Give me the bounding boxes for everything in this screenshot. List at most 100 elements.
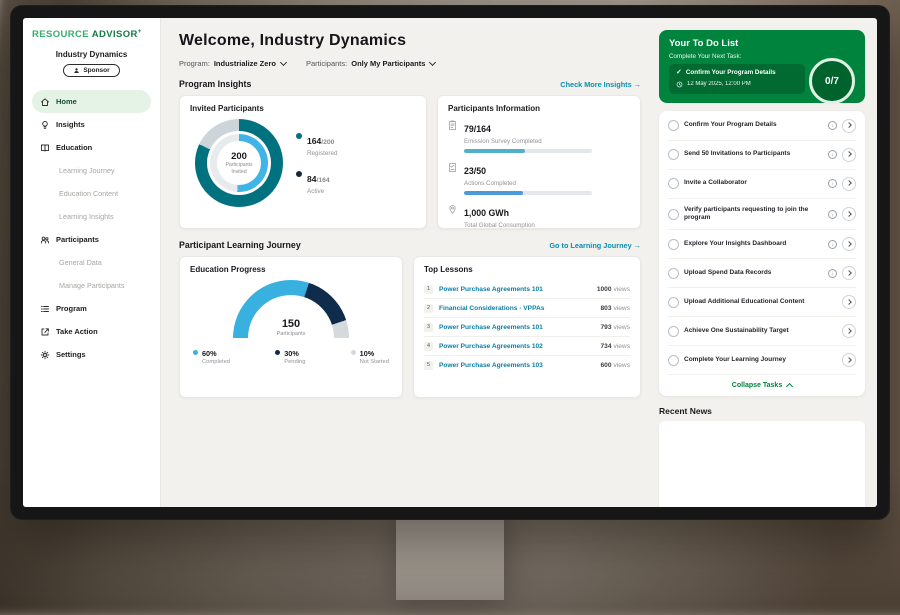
checkbox-icon[interactable] — [668, 178, 679, 190]
info-icon[interactable] — [828, 150, 837, 160]
lesson-link[interactable]: Power Purchase Agreements 101 — [439, 323, 543, 331]
gear-icon — [40, 350, 50, 360]
lesson-item[interactable]: 1 Power Purchase Agreements 101 1000 view… — [424, 280, 630, 299]
legend-value: 164 — [307, 136, 322, 146]
stat-value: 79/164 — [464, 124, 491, 134]
legend-total: /200 — [321, 139, 335, 146]
program-filter[interactable]: Program: Industrialize Zero — [179, 58, 287, 68]
participants-information-card: Participants Information 79/164 Emission… — [437, 95, 641, 229]
checkbox-icon[interactable] — [668, 238, 679, 250]
gauge-legend: 60% Completed 30% Pending — [190, 349, 392, 365]
lesson-link[interactable]: Power Purchase Agreements 102 — [439, 342, 543, 350]
chevron-right-icon[interactable] — [842, 176, 856, 191]
sidebar-item-education[interactable]: Education — [32, 136, 151, 159]
todo-progress-ring: 0/7 — [809, 58, 855, 104]
lesson-rank: 5 — [424, 360, 433, 370]
lesson-link[interactable]: Power Purchase Agreements 101 — [439, 285, 543, 293]
page-title: Welcome, Industry Dynamics — [179, 32, 407, 49]
monitor-bezel: RESOURCE ADVISOR+ Industry Dynamics Spon… — [10, 5, 890, 520]
sidebar-item-home[interactable]: Home — [32, 90, 151, 114]
task-item-complete-learning-journey[interactable]: Complete Your Learning Journey — [668, 346, 856, 376]
sidebar-item-label: Education Content — [59, 189, 119, 199]
sidebar-item-label: Take Action — [56, 327, 98, 337]
lesson-link[interactable]: Financial Considerations - VPPAs — [439, 304, 545, 312]
sidebar-item-manage-participants[interactable]: Manage Participants — [32, 274, 151, 297]
checkbox-icon[interactable] — [668, 354, 679, 366]
sidebar-item-education-content[interactable]: Education Content — [32, 182, 151, 205]
main-content: Welcome, Industry Dynamics Program: Indu… — [161, 18, 653, 507]
chevron-right-icon[interactable] — [842, 324, 856, 339]
sidebar-item-program[interactable]: Program — [32, 297, 151, 320]
legend-dot — [350, 350, 356, 355]
lesson-item[interactable]: 2 Financial Considerations - VPPAs 803 vi… — [424, 299, 630, 318]
chevron-right-icon[interactable] — [842, 237, 856, 252]
info-icon[interactable] — [828, 268, 837, 278]
next-task-row: Confirm Your Program Details — [676, 69, 798, 77]
chevron-right-icon[interactable] — [842, 118, 856, 133]
chevron-right-icon[interactable] — [842, 207, 856, 222]
sidebar-item-learning-journey[interactable]: Learning Journey — [32, 159, 151, 182]
legend-dot — [193, 350, 198, 355]
sponsor-badge[interactable]: Sponsor — [63, 64, 120, 78]
chevron-right-icon[interactable] — [842, 147, 856, 162]
sidebar-item-insights[interactable]: Insights — [32, 113, 151, 136]
invited-participants-card: Invited Participants 200 Participants In… — [179, 95, 427, 229]
task-item-verify-participants[interactable]: Verify participants requesting to join t… — [668, 199, 856, 231]
chevron-right-icon[interactable] — [842, 353, 856, 368]
checkbox-icon[interactable] — [668, 267, 679, 279]
checkbox-icon[interactable] — [668, 208, 679, 220]
check-more-insights-link[interactable]: Check More Insights — [560, 80, 641, 89]
sidebar-item-settings[interactable]: Settings — [32, 343, 151, 366]
task-label: Send 50 Invitations to Participants — [684, 150, 791, 158]
info-icon[interactable] — [828, 239, 837, 249]
donut-center-value: 200 — [231, 151, 247, 163]
checkbox-icon[interactable] — [668, 296, 679, 308]
legend-label: Pending — [284, 359, 306, 365]
task-item-upload-educational-content[interactable]: Upload Additional Educational Content — [668, 288, 856, 318]
lesson-item[interactable]: 4 Power Purchase Agreements 102 734 views — [424, 337, 630, 356]
task-label: Confirm Your Program Details — [684, 121, 777, 129]
lesson-link[interactable]: Power Purchase Agreements 103 — [439, 361, 543, 369]
checkbox-icon[interactable] — [668, 325, 679, 337]
stat-label: Actions Completed — [464, 180, 516, 187]
info-icon[interactable] — [828, 121, 837, 131]
gauge-wrap: 150 Participants — [190, 280, 392, 338]
go-to-learning-journey-link[interactable]: Go to Learning Journey — [549, 241, 641, 250]
sidebar-item-take-action[interactable]: Take Action — [32, 320, 151, 343]
lesson-item[interactable]: 5 Power Purchase Agreements 103 600 views — [424, 356, 630, 374]
chevron-right-icon[interactable] — [842, 295, 856, 310]
checkbox-icon[interactable] — [668, 120, 679, 132]
donut-legend: 164/200 Registered 84/164 Active — [296, 131, 337, 195]
task-item-upload-spend-data[interactable]: Upload Spend Data Records — [668, 259, 856, 289]
task-item-achieve-target[interactable]: Achieve One Sustainability Target — [668, 317, 856, 347]
stat-label: Emission Survey Completed — [464, 138, 542, 145]
task-item-send-invitations[interactable]: Send 50 Invitations to Participants — [668, 141, 856, 170]
stat-body: 1,000 GWh Total Global Consumption — [464, 203, 535, 229]
clipboard-icon — [448, 119, 457, 131]
next-task-card[interactable]: Confirm Your Program Details 12 May 2025… — [669, 64, 805, 94]
donut-ring-active — [210, 134, 268, 192]
task-item-confirm-program[interactable]: Confirm Your Program Details — [668, 112, 856, 141]
monitor-stand — [396, 516, 504, 600]
task-item-explore-insights[interactable]: Explore Your Insights Dashboard — [668, 230, 856, 260]
sidebar-item-learning-insights[interactable]: Learning Insights — [32, 205, 151, 228]
legend-item-registered: 164/200 Registered — [296, 131, 337, 157]
collapse-tasks-label: Collapse Tasks — [731, 382, 783, 390]
checkbox-icon[interactable] — [668, 149, 679, 161]
brand-word-advisor: ADVISOR — [91, 29, 138, 41]
info-icon[interactable] — [828, 179, 837, 189]
education-gauge-chart: 150 Participants — [233, 280, 349, 338]
task-item-invite-collaborator[interactable]: Invite a Collaborator — [668, 170, 856, 199]
sidebar-item-participants[interactable]: Participants — [32, 228, 151, 251]
collapse-tasks-link[interactable]: Collapse Tasks — [668, 375, 856, 394]
sidebar-item-general-data[interactable]: General Data — [32, 251, 151, 274]
lightbulb-icon — [40, 120, 50, 130]
info-icon[interactable] — [828, 209, 837, 219]
participants-filter[interactable]: Participants: Only My Participants — [306, 58, 437, 68]
learning-journey-header: Participant Learning Journey Go to Learn… — [179, 240, 641, 250]
lesson-views: 803 views — [600, 304, 630, 312]
legend-label: Active — [307, 188, 325, 195]
lesson-views: 734 views — [600, 342, 630, 350]
lesson-item[interactable]: 3 Power Purchase Agreements 101 793 views — [424, 318, 630, 337]
chevron-right-icon[interactable] — [842, 266, 856, 281]
